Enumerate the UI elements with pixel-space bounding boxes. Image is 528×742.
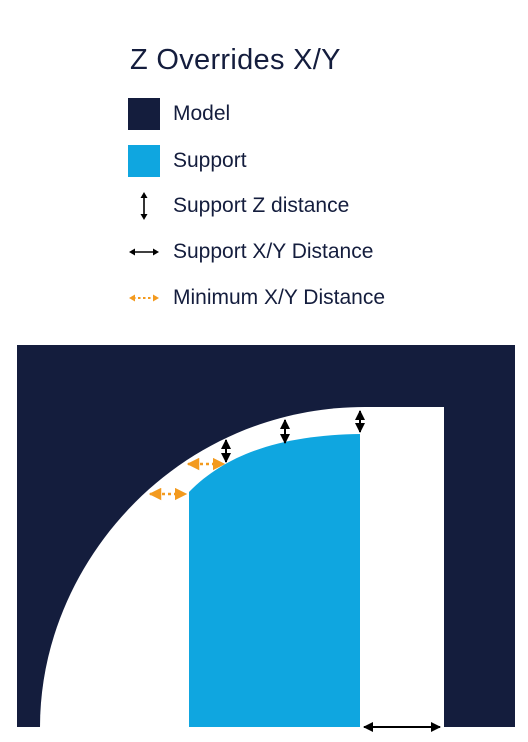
legend-label-model: Model <box>173 102 231 125</box>
legend-label-support: Support <box>173 149 247 172</box>
horizontal-double-arrow-icon <box>128 236 162 268</box>
dashed-double-arrow-icon <box>128 282 162 314</box>
legend-item-xy-distance: Support X/Y Distance <box>128 236 373 268</box>
legend-item-model: Model <box>128 98 230 130</box>
model-swatch-icon <box>128 98 162 130</box>
legend-item-support: Support <box>128 145 247 177</box>
legend-item-z-distance: Support Z distance <box>128 190 349 222</box>
legend-label-xy-distance: Support X/Y Distance <box>173 240 374 263</box>
legend-label-z-distance: Support Z distance <box>173 194 350 217</box>
diagram-title: Z Overrides X/Y <box>130 44 341 76</box>
legend-item-minimum-xy: Minimum X/Y Distance <box>128 282 385 314</box>
support-swatch-icon <box>128 145 162 177</box>
vertical-double-arrow-icon <box>128 190 162 222</box>
legend-label-minimum-xy: Minimum X/Y Distance <box>173 286 386 309</box>
support-block <box>189 434 360 727</box>
